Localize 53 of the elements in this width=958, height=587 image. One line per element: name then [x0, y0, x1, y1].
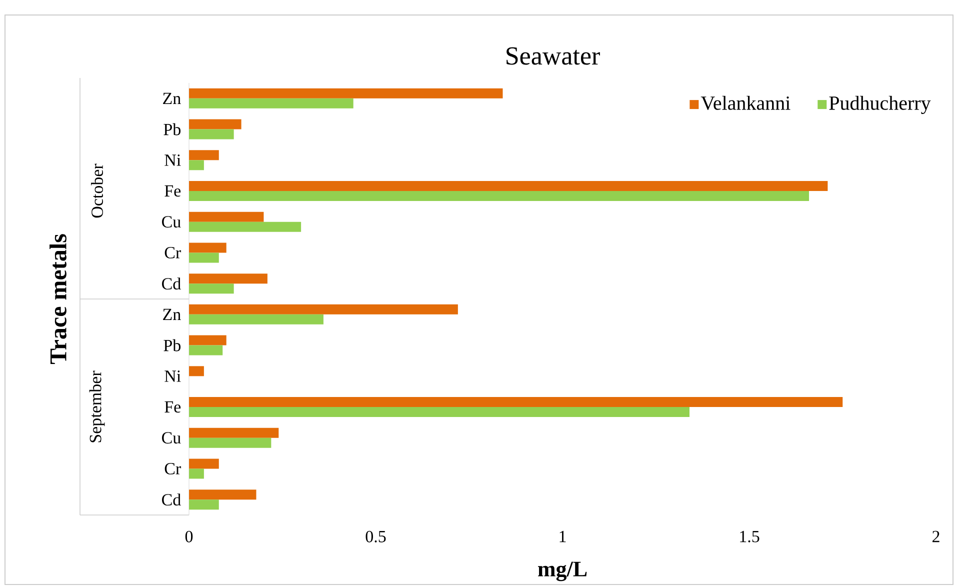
bar: [189, 242, 226, 253]
bar: [189, 407, 690, 418]
y-tick-label: Pb: [164, 339, 180, 352]
bar: [189, 468, 204, 479]
bar: [189, 88, 503, 99]
x-tick-label: 0.5: [366, 530, 386, 542]
y-tick-label: Cd: [162, 494, 181, 506]
x-tick-label: 1.5: [740, 530, 760, 542]
bar: [189, 160, 204, 170]
bar: [189, 345, 223, 356]
bar: [189, 458, 219, 469]
x-tick-label: 0: [185, 530, 193, 542]
y-axis-title: Trace metals: [50, 234, 66, 364]
y-tick-label: Cr: [164, 247, 181, 259]
chart-title: Seawater: [506, 47, 600, 65]
bar: [189, 335, 226, 346]
y-tick-label: Zn: [163, 92, 181, 104]
y-tick-label: Cd: [162, 278, 181, 290]
x-axis-title: mg/L: [538, 562, 587, 582]
bar: [189, 428, 279, 438]
legend-label: Velankanni: [700, 96, 790, 110]
y-tick-label: Pb: [164, 123, 180, 136]
bar: [189, 98, 354, 109]
x-tick-label: 2: [932, 530, 940, 542]
legend-label: Pudhucherry: [829, 96, 931, 114]
bar: [189, 191, 810, 202]
bar: [189, 314, 324, 325]
bar: [189, 490, 256, 500]
bar: [189, 366, 204, 376]
bar: [189, 212, 264, 222]
bar: [189, 119, 242, 130]
bar: [189, 304, 458, 315]
bar: [189, 397, 843, 408]
x-tick-label: 1: [560, 530, 566, 542]
y-tick-label: Ni: [164, 370, 181, 382]
y-tick-label: Ni: [164, 154, 181, 166]
bar: [189, 150, 219, 160]
y-tick-label: Zn: [163, 308, 181, 320]
bar: [189, 274, 268, 284]
bar: [189, 438, 272, 448]
y-tick-label: Cu: [162, 216, 181, 228]
bar: [189, 222, 302, 232]
y-tick-label: Fe: [164, 185, 181, 197]
y-tick-label: Cr: [164, 463, 181, 475]
text: September: [89, 370, 105, 442]
y-tick-label: Cu: [162, 432, 181, 444]
bar: [189, 284, 234, 294]
bar: [189, 181, 828, 192]
y-tick-label: Fe: [164, 401, 181, 413]
bar: [189, 129, 234, 140]
bar: [189, 500, 219, 510]
bar: [189, 252, 219, 263]
text: October: [91, 164, 103, 218]
